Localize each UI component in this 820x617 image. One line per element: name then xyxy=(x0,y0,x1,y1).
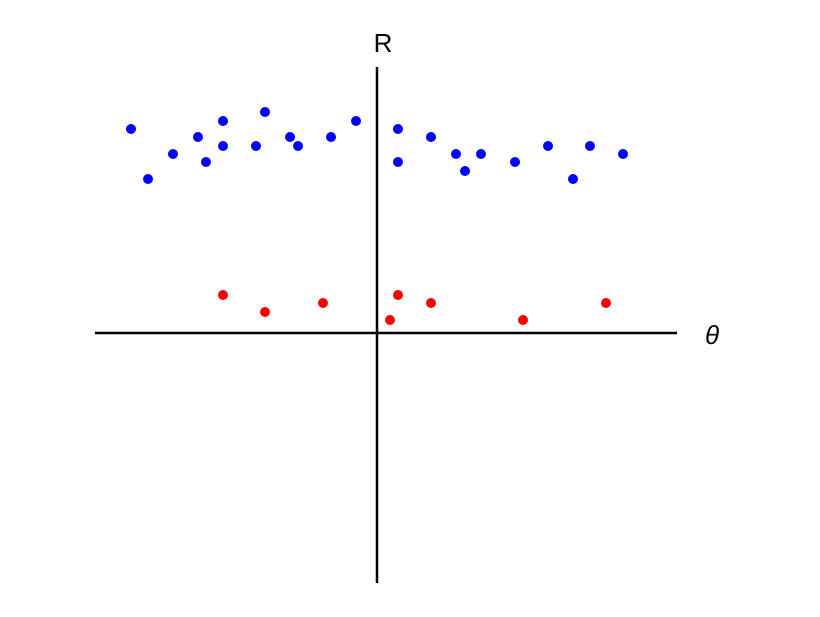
point xyxy=(460,166,470,176)
point xyxy=(218,290,228,300)
point xyxy=(393,290,403,300)
point xyxy=(568,174,578,184)
point xyxy=(601,298,611,308)
x-axis-label: θ xyxy=(705,320,719,350)
point xyxy=(426,132,436,142)
point xyxy=(618,149,628,159)
point xyxy=(193,132,203,142)
point xyxy=(318,298,328,308)
point xyxy=(260,307,270,317)
point xyxy=(543,141,553,151)
point xyxy=(393,157,403,167)
point xyxy=(385,315,395,325)
point xyxy=(201,157,211,167)
point xyxy=(218,116,228,126)
point xyxy=(426,298,436,308)
point xyxy=(518,315,528,325)
point xyxy=(285,132,295,142)
point xyxy=(260,107,270,117)
point xyxy=(126,124,136,134)
point xyxy=(143,174,153,184)
point xyxy=(218,141,228,151)
point xyxy=(168,149,178,159)
point xyxy=(476,149,486,159)
y-axis-label: R xyxy=(374,28,393,58)
point xyxy=(326,132,336,142)
point xyxy=(251,141,261,151)
point xyxy=(351,116,361,126)
point xyxy=(585,141,595,151)
point xyxy=(393,124,403,134)
point xyxy=(293,141,303,151)
point xyxy=(451,149,461,159)
point xyxy=(510,157,520,167)
